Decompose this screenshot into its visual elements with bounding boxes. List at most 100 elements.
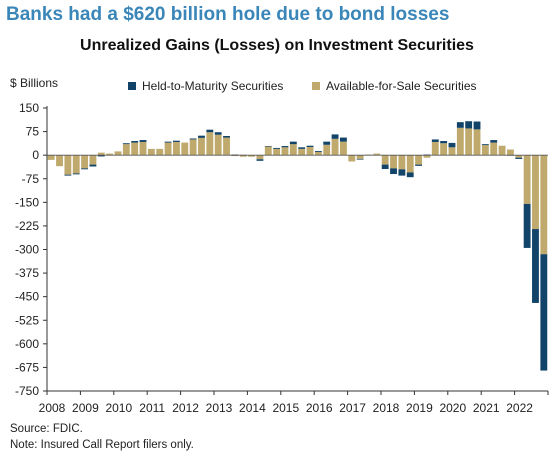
bar-afs-2021Q4: [507, 149, 514, 156]
bar-htm-2014Q4: [273, 147, 281, 149]
x-tick-label: 2017: [339, 401, 366, 415]
bar-htm-2010Q3: [131, 141, 139, 143]
bar-htm-2022Q4: [540, 254, 548, 371]
bar-htm-2010Q2: [122, 143, 130, 145]
x-tick-label: 2022: [506, 401, 533, 415]
bar-htm-2015Q2: [289, 141, 297, 145]
bar-afs-2013Q2: [223, 137, 230, 156]
bar-afs-2014Q3: [264, 146, 272, 156]
y-tick-label: -375: [15, 266, 39, 280]
legend-label-afs: Available-for-Sale Securities: [326, 79, 477, 93]
bar-htm-2016Q3: [331, 134, 339, 139]
bar-afs-2014Q1: [248, 155, 255, 157]
bar-afs-2015Q1: [281, 147, 289, 156]
bar-htm-2013Q2: [223, 135, 230, 138]
bar-htm-2008Q3: [64, 174, 72, 176]
bar-afs-2015Q4: [306, 146, 314, 156]
bar-htm-2011Q3: [164, 141, 172, 143]
bar-htm-2021Q1: [481, 144, 489, 146]
y-tick-label: -225: [15, 219, 39, 233]
bar-htm-2019Q1: [415, 164, 422, 166]
bar-htm-2020Q2: [456, 122, 464, 128]
y-tick-label: -525: [15, 313, 39, 327]
y-tick-label: -150: [15, 195, 39, 209]
bar-htm-2015Q4: [306, 145, 314, 147]
bar-afs-2016Q4: [340, 141, 347, 156]
bar-afs-2020Q3: [465, 128, 473, 156]
bar-afs-2018Q2: [390, 155, 397, 169]
x-tick-label: 2021: [473, 401, 500, 415]
bar-afs-2016Q3: [331, 138, 339, 156]
bar-afs-2021Q3: [498, 145, 506, 156]
y-tick-label: -300: [15, 243, 39, 257]
bar-htm-2018Q1: [381, 164, 389, 169]
bar-htm-2020Q3: [465, 121, 473, 129]
bar-afs-2009Q2: [89, 155, 97, 165]
bar-afs-2022Q1: [515, 155, 523, 158]
bar-htm-2011Q4: [173, 140, 180, 142]
x-axis: 2008 2009 2010 2011 2012 2013 2014 2015 2016 2017…: [39, 390, 549, 415]
y-tick-label: -675: [15, 360, 39, 374]
bar-afs-2015Q2: [289, 144, 297, 156]
bar-afs-2008Q3: [64, 155, 72, 175]
bar-afs-2010Q1: [114, 151, 122, 156]
bar-afs-2020Q1: [448, 147, 456, 156]
bar-htm-2008Q4: [72, 173, 80, 175]
bar-afs-2021Q1: [481, 145, 489, 156]
x-tick-label: 2019: [406, 401, 433, 415]
chart-title: Unrealized Gains (Losses) on Investment …: [80, 37, 474, 54]
bar-afs-2019Q1: [415, 155, 422, 165]
bar-afs-2014Q4: [273, 148, 281, 156]
bar-afs-2012Q4: [206, 132, 214, 156]
legend-swatch-afs: [312, 82, 320, 90]
bar-afs-2019Q2: [423, 155, 431, 158]
bar-afs-2015Q3: [298, 148, 306, 156]
x-tick-label: 2012: [172, 401, 199, 415]
bar-afs-2016Q2: [323, 144, 331, 156]
bar-htm-2013Q1: [214, 132, 222, 135]
bar-afs-2022Q4: [540, 155, 548, 255]
bar-afs-2010Q2: [122, 144, 130, 156]
legend-swatch-htm: [128, 82, 136, 90]
x-tick-label: 2018: [373, 401, 400, 415]
bar-afs-2013Q1: [214, 134, 222, 156]
bar-afs-2019Q4: [440, 143, 448, 156]
y-tick-label: 75: [26, 125, 40, 139]
bar-htm-2022Q1: [515, 157, 523, 159]
y-tick-label: 0: [32, 148, 39, 162]
bar-htm-2018Q4: [406, 172, 414, 178]
bars-group: [47, 121, 548, 371]
bar-htm-2012Q3: [198, 135, 205, 138]
bar-htm-2017Q2: [356, 158, 364, 160]
bar-afs-2022Q3: [532, 155, 539, 230]
x-tick-label: 2011: [139, 401, 165, 415]
bar-afs-2017Q1: [348, 155, 356, 162]
x-tick-label: 2008: [39, 401, 66, 415]
bar-afs-2008Q2: [56, 155, 63, 167]
x-tick-label: 2010: [105, 401, 132, 415]
x-tick-label: 2020: [439, 401, 466, 415]
bar-afs-2008Q4: [72, 155, 80, 174]
bar-afs-2010Q3: [131, 142, 139, 156]
bar-afs-2012Q3: [198, 137, 205, 156]
bar-htm-2012Q4: [206, 129, 214, 133]
bar-afs-2019Q3: [431, 141, 439, 156]
bar-afs-2021Q2: [490, 142, 498, 156]
bar-htm-2018Q2: [390, 168, 397, 175]
bar-afs-2012Q1: [181, 142, 189, 156]
x-tick-label: 2016: [306, 401, 333, 415]
bar-afs-2008Q1: [47, 155, 55, 160]
bar-afs-2009Q1: [81, 155, 88, 169]
bar-afs-2011Q3: [164, 142, 172, 156]
y-tick-label: 150: [19, 101, 39, 115]
bar-htm-2009Q2: [89, 164, 97, 167]
bar-htm-2021Q2: [490, 140, 498, 143]
bar-afs-2011Q4: [173, 141, 180, 156]
bar-htm-2020Q4: [473, 121, 481, 130]
bar-htm-2009Q1: [81, 168, 88, 170]
bar-afs-2017Q2: [356, 155, 364, 159]
y-tick-label: -450: [15, 290, 39, 304]
bar-htm-2022Q2: [523, 203, 531, 248]
bar-htm-2016Q1: [314, 151, 322, 153]
